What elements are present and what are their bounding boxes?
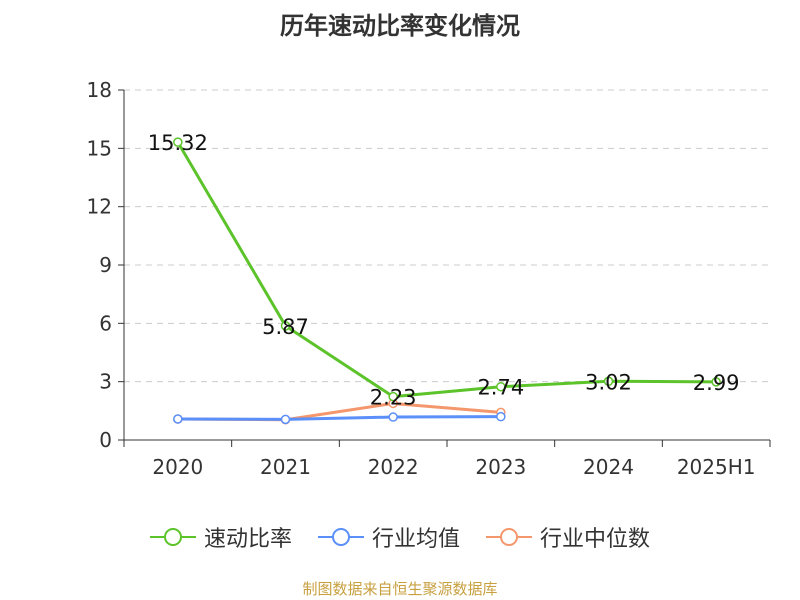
legend-item-quick-ratio[interactable]: 速动比率 bbox=[149, 521, 292, 553]
data-point bbox=[173, 414, 183, 424]
data-label: 2.99 bbox=[693, 371, 740, 395]
x-tick-label: 2021 bbox=[260, 455, 311, 479]
data-label: 2.23 bbox=[370, 386, 417, 410]
x-tick-label: 2022 bbox=[368, 455, 419, 479]
y-tick-label: 9 bbox=[99, 253, 112, 277]
data-point bbox=[603, 376, 614, 387]
data-label: 2.74 bbox=[477, 376, 524, 400]
x-tick-label: 2020 bbox=[152, 455, 203, 479]
legend: 速动比率 行业均值 行业中位数 bbox=[0, 520, 800, 554]
legend-line-marker-icon bbox=[486, 528, 532, 546]
y-tick-label: 3 bbox=[99, 370, 112, 394]
x-tick-label: 2023 bbox=[475, 455, 526, 479]
data-point bbox=[280, 321, 291, 331]
legend-line-marker-icon bbox=[317, 528, 364, 546]
legend-label: 行业均值 bbox=[371, 527, 460, 552]
y-tick-label: 18 bbox=[87, 78, 112, 102]
data-source-note: 制图数据来自恒生聚源数据库 bbox=[302, 580, 498, 598]
data-point bbox=[280, 414, 291, 425]
legend-label: 速动比率 bbox=[203, 527, 292, 552]
y-tick-label: 0 bbox=[99, 428, 112, 452]
legend-item-industry-mean[interactable]: 行业均值 bbox=[317, 521, 460, 553]
data-point bbox=[388, 391, 398, 402]
series-line bbox=[177, 415, 501, 421]
data-label: 5.87 bbox=[262, 315, 309, 339]
data-label: 15.32 bbox=[148, 131, 208, 155]
series-line bbox=[176, 141, 717, 399]
data-point bbox=[496, 381, 506, 392]
data-point bbox=[711, 377, 721, 387]
legend-line-marker-icon bbox=[149, 528, 196, 546]
legend-item-industry-median[interactable]: 行业中位数 bbox=[486, 521, 650, 553]
data-point bbox=[173, 137, 183, 147]
x-tick-label: 2024 bbox=[583, 455, 634, 479]
data-label: 3.02 bbox=[585, 370, 632, 394]
y-tick-label: 12 bbox=[87, 195, 112, 219]
data-point bbox=[388, 412, 398, 422]
legend-label: 行业中位数 bbox=[540, 527, 651, 552]
y-tick-label: 15 bbox=[87, 136, 112, 160]
chart-title: 历年速动比率变化情况 bbox=[280, 12, 520, 40]
data-point bbox=[496, 411, 506, 422]
x-tick-label: 2025H1 bbox=[677, 455, 756, 479]
y-tick-label: 6 bbox=[99, 311, 112, 335]
